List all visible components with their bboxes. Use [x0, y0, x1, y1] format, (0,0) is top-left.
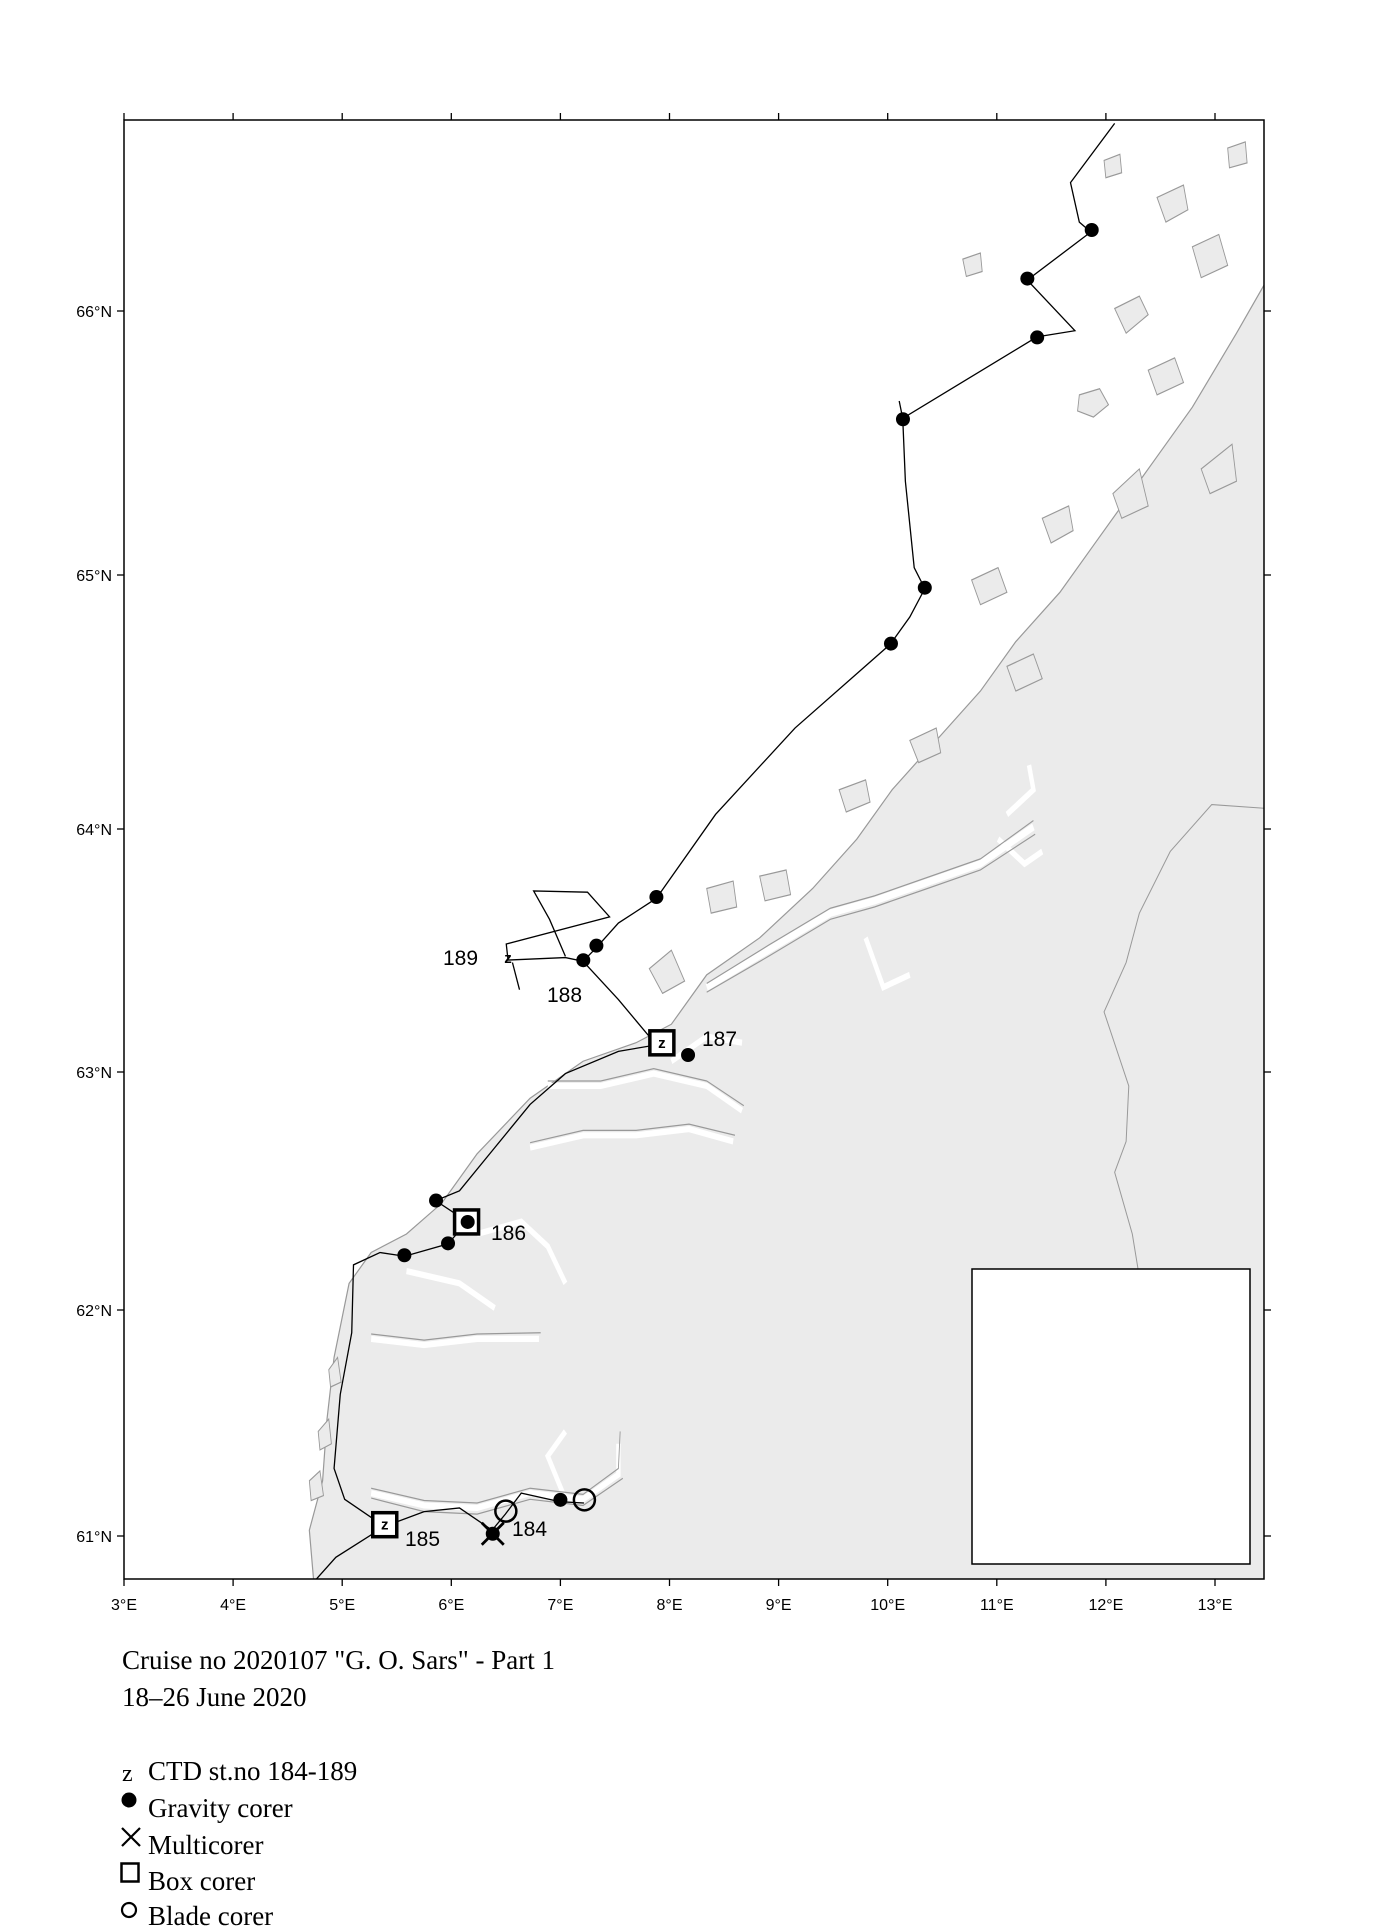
x-tick-label: 13°E [1198, 1597, 1233, 1614]
gravity-corer-marker [649, 890, 664, 905]
multicorer-marker [480, 1521, 505, 1546]
gravity-corer-marker [1084, 223, 1099, 237]
legend-label: Box corer [148, 1866, 256, 1896]
x-tick-label: 8°E [657, 1597, 683, 1614]
fjord-outlines [371, 820, 1036, 1515]
blade-corer-marker [494, 1499, 518, 1523]
gravity-corer-marker [1020, 271, 1035, 286]
station-label-184: 184 [512, 1518, 548, 1541]
station-label-189: 189 [443, 947, 479, 970]
gravity-corer-marker [397, 1248, 412, 1263]
ctd-marker: z [658, 1035, 666, 1052]
station-markers: z z z [370, 223, 1099, 1546]
legend-label: CTD st.no 184-189 [148, 1756, 358, 1786]
gravity-corer-marker [1030, 330, 1045, 345]
x-tick-label: 3°E [111, 1597, 137, 1614]
x-tick-label: 10°E [870, 1597, 905, 1614]
y-tick-label: 62°N [76, 1303, 112, 1320]
filled-circle-icon [120, 1792, 148, 1821]
box-corer-marker [370, 1510, 399, 1539]
box-corer-marker [648, 1029, 676, 1057]
open-circle-icon [120, 1901, 148, 1929]
square-icon [120, 1861, 148, 1894]
y-tick-label: 65°N [76, 568, 112, 585]
station-label-187: 187 [702, 1028, 738, 1051]
ctd-z-icon: z [122, 1760, 133, 1787]
inset-map [971, 1268, 1251, 1565]
legend-item-gravity-corer: Gravity corer [120, 1792, 293, 1823]
gravity-corer-marker [441, 1236, 456, 1251]
islands [308, 141, 1248, 1502]
legend-label: Blade corer [148, 1901, 274, 1930]
x-tick-label: 7°E [547, 1597, 573, 1614]
x-tick-label: 11°E [980, 1597, 1014, 1614]
gravity-corer-marker [553, 1492, 568, 1507]
axis-ticks: 3°E 4°E 5°E 6°E 7°E 8°E 9°E 10°E 11°E 12°E 13°E 61°… [76, 113, 1271, 1614]
y-tick-label: 63°N [76, 1065, 112, 1082]
x-tick-label: 4°E [220, 1597, 246, 1614]
x-tick-label: 5°E [329, 1597, 355, 1614]
x-tick-label: 12°E [1088, 1597, 1123, 1614]
cross-icon [120, 1826, 148, 1858]
gravity-corer-marker [883, 636, 898, 651]
station-label-186: 186 [491, 1222, 527, 1245]
y-tick-label: 66°N [76, 304, 112, 321]
legend-label: Gravity corer [148, 1793, 293, 1823]
caption-title: Cruise no 2020107 "G. O. Sars" - Part 1 [122, 1645, 556, 1675]
gravity-corer-marker [429, 1193, 444, 1208]
gravity-corer-marker [589, 938, 604, 953]
gravity-corer-marker [895, 412, 910, 427]
station-label-188: 188 [547, 984, 583, 1007]
gravity-corer-marker [460, 1214, 475, 1229]
legend-label: Multicorer [148, 1830, 264, 1860]
gravity-corer-marker [576, 953, 591, 968]
y-tick-label: 64°N [76, 822, 112, 839]
legend-item-blade-corer: Blade corer [120, 1901, 274, 1930]
national-border [1104, 805, 1265, 1278]
y-tick-label: 61°N [76, 1529, 112, 1546]
caption-dates: 18–26 June 2020 [122, 1682, 307, 1712]
ctd-marker: z [504, 950, 512, 967]
map-frame [123, 119, 1265, 1580]
legend-item-ctd: z CTD st.no 184-189 [120, 1756, 358, 1787]
legend-item-multicorer: Multicorer [120, 1826, 264, 1860]
x-tick-label: 9°E [766, 1597, 792, 1614]
legend-item-box-corer: Box corer [120, 1861, 256, 1896]
fjords [370, 764, 1044, 1512]
gravity-corer-marker [917, 580, 932, 595]
ctd-marker: z [381, 1517, 389, 1534]
x-tick-label: 6°E [438, 1597, 464, 1614]
blade-corer-marker [572, 1488, 597, 1512]
gravity-corer-marker [681, 1047, 696, 1062]
station-label-185: 185 [405, 1528, 441, 1551]
